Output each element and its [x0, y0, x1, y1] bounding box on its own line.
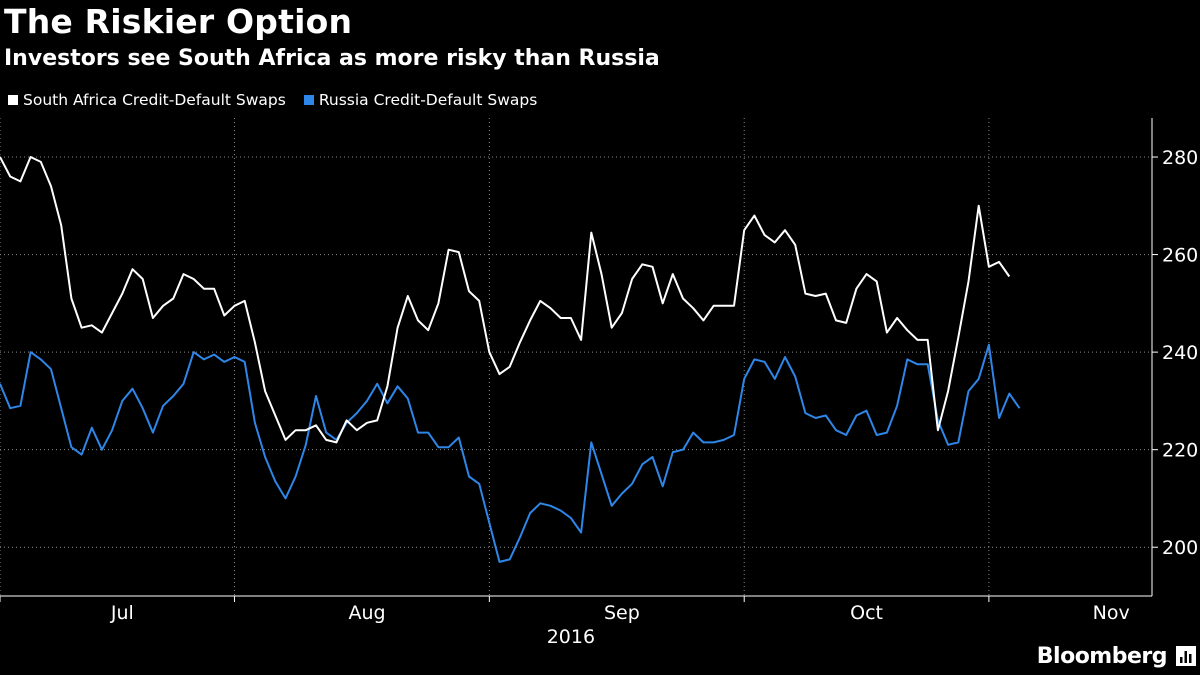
tick-labels: 200 220 240 260 280 Jul Aug Sep Oct Nov 2016 [110, 147, 1198, 648]
y-tick-label-240: 240 [1162, 342, 1198, 364]
x-tick-label-oct: Oct [850, 602, 883, 624]
bloomberg-chart-icon [1176, 646, 1196, 666]
legend-item-russia: Russia Credit-Default Swaps [303, 91, 538, 109]
x-axis-year-label: 2016 [547, 626, 595, 648]
legend-label-russia: Russia Credit-Default Swaps [318, 91, 538, 109]
y-tick-label-200: 200 [1162, 537, 1198, 559]
y-tick-label-260: 260 [1162, 245, 1198, 267]
grid-lines [0, 118, 1152, 596]
legend-swatch-south-africa [8, 95, 18, 105]
series-lines [0, 156, 1021, 563]
chart-title: The Riskier Option [4, 2, 353, 41]
series-line-russia [0, 343, 1021, 563]
x-tick-label-jul: Jul [110, 602, 134, 624]
series-line-south-africa [0, 156, 1011, 444]
bloomberg-logo: Bloomberg [1036, 644, 1168, 669]
axes [0, 118, 1158, 602]
legend: South Africa Credit-Default Swaps Russia… [8, 91, 555, 109]
legend-label-south-africa: South Africa Credit-Default Swaps [23, 91, 286, 109]
x-tick-label-sep: Sep [604, 602, 640, 624]
legend-item-south-africa: South Africa Credit-Default Swaps [8, 91, 286, 109]
x-tick-label-aug: Aug [348, 602, 385, 624]
y-tick-label-220: 220 [1162, 440, 1198, 462]
y-tick-label-280: 280 [1162, 147, 1198, 169]
chart-subtitle: Investors see South Africa as more risky… [4, 46, 660, 71]
legend-swatch-russia [303, 95, 314, 105]
x-tick-label-nov: Nov [1093, 602, 1130, 624]
